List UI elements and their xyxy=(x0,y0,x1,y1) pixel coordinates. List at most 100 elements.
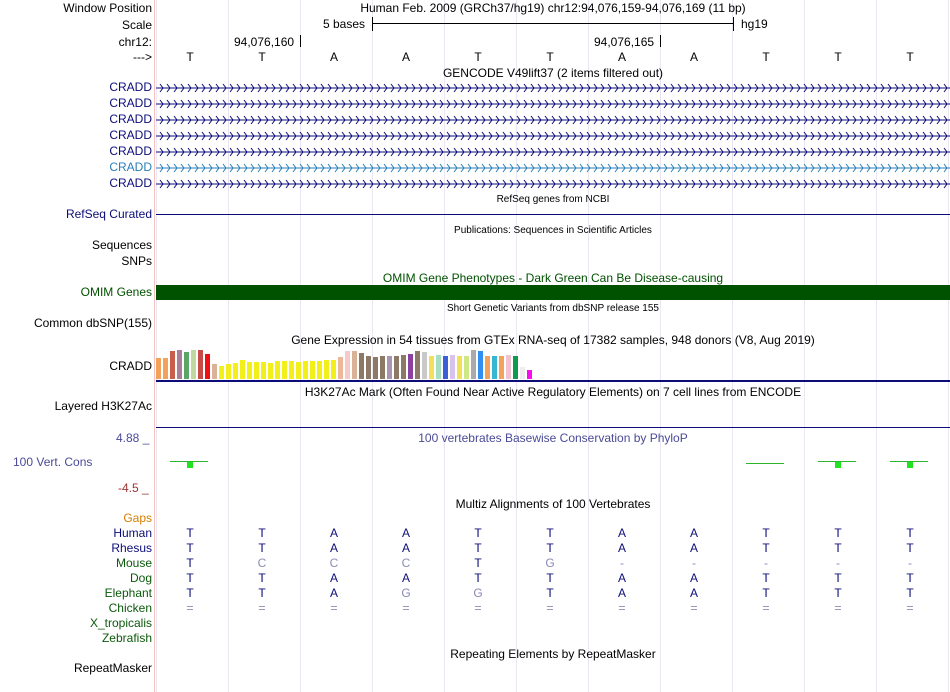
gtex-tissue-bar[interactable] xyxy=(219,366,224,379)
gtex-tissue-bar[interactable] xyxy=(464,356,469,379)
phylop-value-line[interactable] xyxy=(890,461,928,462)
refseq-track-title[interactable]: RefSeq genes from NCBI xyxy=(496,194,610,205)
multiz-species-label[interactable]: Mouse xyxy=(115,556,152,570)
gencode-transcript-track[interactable] xyxy=(156,145,950,159)
gtex-tissue-bar[interactable] xyxy=(254,362,259,379)
gtex-tissue-bar[interactable] xyxy=(450,355,455,379)
gtex-tissue-bar[interactable] xyxy=(527,370,532,379)
phylop-value-line[interactable] xyxy=(170,461,208,462)
gtex-tissue-bar[interactable] xyxy=(317,361,322,379)
gtex-tissue-bar[interactable] xyxy=(366,356,371,379)
gtex-tissue-bar[interactable] xyxy=(184,352,189,379)
gtex-tissue-bar[interactable] xyxy=(296,362,301,379)
gtex-tissue-bar[interactable] xyxy=(436,355,441,379)
gtex-tissue-bar[interactable] xyxy=(471,350,476,379)
gencode-transcript-label[interactable]: CRADD xyxy=(109,176,152,190)
gaps-label[interactable]: Gaps xyxy=(123,511,152,525)
gencode-transcript-label[interactable]: CRADD xyxy=(109,80,152,94)
repeatmasker-track-title[interactable]: Repeating Elements by RepeatMasker xyxy=(450,647,656,661)
phylop-label[interactable]: 100 Vert. Cons xyxy=(13,455,93,469)
gtex-tissue-bar[interactable] xyxy=(359,353,364,379)
gencode-transcript-track[interactable] xyxy=(156,161,950,175)
phylop-value-line[interactable] xyxy=(818,461,856,462)
gtex-tissue-bar[interactable] xyxy=(310,361,315,379)
gtex-tissue-bar[interactable] xyxy=(485,356,490,379)
gencode-track-title[interactable]: GENCODE V49lift37 (2 items filtered out) xyxy=(442,66,664,80)
gtex-tissue-bar[interactable] xyxy=(303,361,308,379)
gtex-tissue-bar[interactable] xyxy=(156,358,161,379)
gtex-tissue-bar[interactable] xyxy=(191,350,196,379)
refseq-label[interactable]: RefSeq Curated xyxy=(65,207,152,221)
phylop-value-line[interactable] xyxy=(746,463,784,464)
gtex-tissue-bar[interactable] xyxy=(506,355,511,379)
gtex-tissue-bar[interactable] xyxy=(331,360,336,379)
repeatmasker-label[interactable]: RepeatMasker xyxy=(73,661,152,675)
gtex-tissue-bar[interactable] xyxy=(415,351,420,379)
sequences-label[interactable]: Sequences xyxy=(91,238,152,252)
multiz-species-label[interactable]: Elephant xyxy=(104,586,152,600)
gtex-tissue-bar[interactable] xyxy=(233,363,238,379)
gtex-tissue-bar[interactable] xyxy=(478,351,483,379)
gtex-tissue-bar[interactable] xyxy=(268,363,273,379)
gtex-tissue-bar[interactable] xyxy=(205,354,210,379)
phylop-value-dot[interactable] xyxy=(907,462,913,468)
gencode-transcript-track[interactable] xyxy=(156,177,950,191)
gtex-tissue-bar[interactable] xyxy=(226,364,231,379)
gtex-label[interactable]: CRADD xyxy=(109,359,152,373)
gtex-tissue-bar[interactable] xyxy=(247,362,252,379)
omim-feature-bar[interactable] xyxy=(156,285,950,300)
multiz-species-label[interactable]: Chicken xyxy=(108,601,152,615)
gtex-tissue-bar[interactable] xyxy=(492,356,497,379)
multiz-track-title[interactable]: Multiz Alignments of 100 Vertebrates xyxy=(455,497,651,511)
snps-label[interactable]: SNPs xyxy=(121,254,152,268)
gtex-tissue-bar[interactable] xyxy=(422,352,427,379)
gtex-tissue-bar[interactable] xyxy=(240,360,245,379)
gtex-tissue-bar[interactable] xyxy=(289,361,294,379)
gtex-tissue-bar[interactable] xyxy=(520,367,525,379)
gencode-transcript-track[interactable] xyxy=(156,113,950,127)
h3k27ac-track-title[interactable]: H3K27Ac Mark (Often Found Near Active Re… xyxy=(304,385,802,399)
gencode-transcript-track[interactable] xyxy=(156,129,950,143)
dbsnp-track-title[interactable]: Short Genetic Variants from dbSNP releas… xyxy=(447,303,659,314)
gtex-tissue-bar[interactable] xyxy=(380,356,385,379)
gtex-tissue-bar[interactable] xyxy=(275,361,280,379)
phylop-track-title[interactable]: 100 vertebrates Basewise Conservation by… xyxy=(418,431,688,445)
omim-track-title[interactable]: OMIM Gene Phenotypes - Dark Green Can Be… xyxy=(382,271,724,285)
refseq-gene-line[interactable] xyxy=(156,214,950,215)
gencode-transcript-label[interactable]: CRADD xyxy=(109,96,152,110)
multiz-species-label[interactable]: Rhesus xyxy=(111,541,152,555)
gtex-tissue-bar[interactable] xyxy=(324,360,329,379)
gtex-tissue-bar[interactable] xyxy=(499,356,504,379)
gtex-tissue-bar[interactable] xyxy=(212,364,217,379)
gtex-tissue-bar[interactable] xyxy=(163,358,168,379)
gencode-transcript-track[interactable] xyxy=(156,97,950,111)
gtex-tissue-bar[interactable] xyxy=(429,356,434,379)
gencode-transcript-track[interactable] xyxy=(156,81,950,95)
gencode-transcript-label[interactable]: CRADD xyxy=(109,128,152,142)
phylop-value-dot[interactable] xyxy=(187,462,193,468)
multiz-species-label[interactable]: Human xyxy=(113,526,152,540)
gtex-tissue-bar[interactable] xyxy=(261,362,266,379)
gtex-tissue-bar[interactable] xyxy=(408,354,413,379)
gtex-tissue-bar[interactable] xyxy=(457,356,462,379)
gtex-tissue-bar[interactable] xyxy=(401,355,406,379)
gencode-transcript-label[interactable]: CRADD xyxy=(109,112,152,126)
multiz-species-label[interactable]: Zebrafish xyxy=(101,631,152,645)
gtex-tissue-bar[interactable] xyxy=(373,357,378,379)
multiz-species-label[interactable]: X_tropicalis xyxy=(89,616,152,630)
multiz-species-label[interactable]: Dog xyxy=(129,571,152,585)
omim-label[interactable]: OMIM Genes xyxy=(80,285,152,299)
gtex-track-title[interactable]: Gene Expression in 54 tissues from GTEx … xyxy=(291,333,815,347)
gtex-tissue-bar[interactable] xyxy=(282,361,287,379)
h3k27ac-label[interactable]: Layered H3K27Ac xyxy=(54,399,152,413)
gtex-tissue-bar[interactable] xyxy=(177,350,182,379)
gencode-transcript-label[interactable]: CRADD xyxy=(109,160,152,174)
gtex-bar-chart[interactable] xyxy=(156,348,556,379)
gtex-tissue-bar[interactable] xyxy=(345,351,350,379)
gencode-transcript-label[interactable]: CRADD xyxy=(109,144,152,158)
gtex-tissue-bar[interactable] xyxy=(394,356,399,379)
dbsnp-label[interactable]: Common dbSNP(155) xyxy=(33,316,152,330)
gtex-tissue-bar[interactable] xyxy=(387,356,392,379)
phylop-value-dot[interactable] xyxy=(835,462,841,468)
gtex-tissue-bar[interactable] xyxy=(170,351,175,379)
